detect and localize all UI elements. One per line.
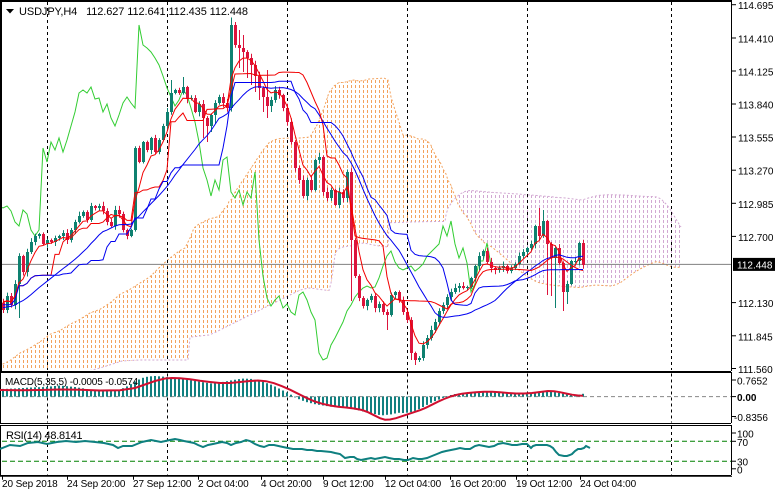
svg-text:111.845: 111.845 [738,332,773,343]
svg-text:MACD(5,35,5) -0.0005 -0.0574: MACD(5,35,5) -0.0005 -0.0574 [5,377,139,388]
svg-text:114.695: 114.695 [738,1,774,12]
svg-text:112.985: 112.985 [738,200,774,211]
svg-text:24 Oct 04:00: 24 Oct 04:00 [580,479,637,490]
svg-text:20 Sep 2018: 20 Sep 2018 [2,479,58,490]
svg-text:30: 30 [737,458,749,469]
svg-text:114.125: 114.125 [738,68,774,79]
svg-text:113.555: 113.555 [738,134,774,145]
svg-text:RSI(14) 48.8141: RSI(14) 48.8141 [6,430,82,442]
svg-text:111.560: 111.560 [738,365,773,376]
svg-text:19 Oct 12:00: 19 Oct 12:00 [516,479,573,490]
svg-text:112.448: 112.448 [737,260,773,271]
svg-text:112.130: 112.130 [738,299,774,310]
svg-text:-0.8356: -0.8356 [734,413,768,424]
svg-text:9 Oct 12:00: 9 Oct 12:00 [323,479,374,490]
svg-text:113.840: 113.840 [738,101,774,112]
svg-text:0: 0 [737,465,743,476]
svg-text:12 Oct 04:00: 12 Oct 04:00 [385,479,442,490]
svg-text:4 Oct 20:00: 4 Oct 20:00 [261,479,312,490]
svg-text:70: 70 [737,438,749,449]
svg-text:0.7652: 0.7652 [737,377,768,388]
svg-text:24 Sep 20:00: 24 Sep 20:00 [67,479,126,490]
svg-text:113.270: 113.270 [738,167,774,178]
svg-text:27 Sep 12:00: 27 Sep 12:00 [133,479,192,490]
svg-text:114.410: 114.410 [738,35,774,46]
svg-text:0.00: 0.00 [737,393,757,404]
svg-text:112.700: 112.700 [738,233,774,244]
svg-text:2 Oct 04:00: 2 Oct 04:00 [198,479,249,490]
svg-text:100: 100 [737,430,754,441]
svg-text:16 Oct 20:00: 16 Oct 20:00 [450,479,507,490]
svg-text:USDJPY,H4 112.627 112.641 11: USDJPY,H4 112.627 112.641 112.435 112.44… [19,6,248,18]
